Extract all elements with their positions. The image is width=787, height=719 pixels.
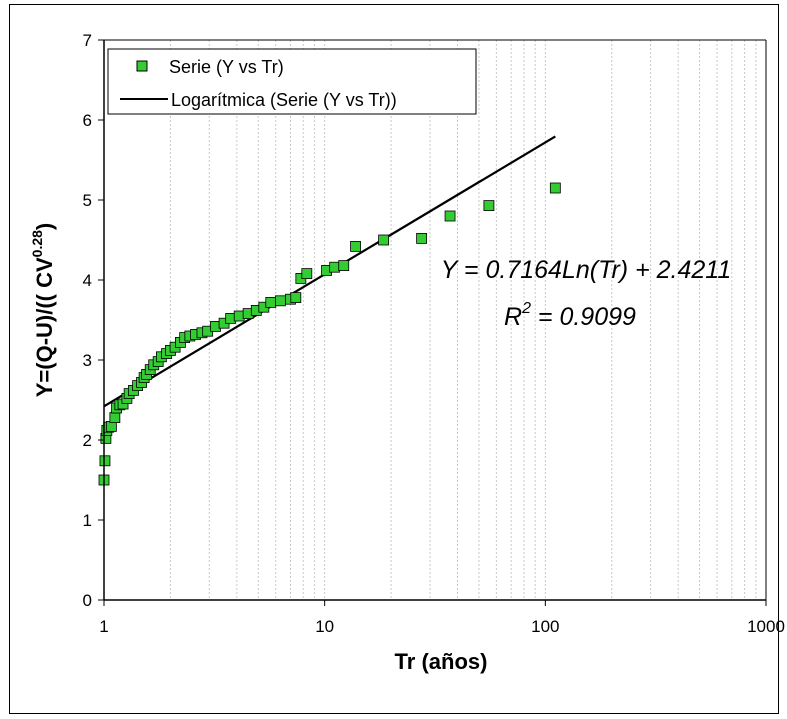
y-tick-label: 5 [83,191,92,210]
y-axis-title-end: ) [32,223,57,230]
x-tick-label: 100 [531,617,559,636]
scatter-point [291,293,301,303]
legend-marker-serie [137,61,147,71]
scatter-point [330,262,340,272]
x-tick-label: 1 [99,617,108,636]
y-axis-title-sup: 0.28 [29,230,45,257]
y-tick-label: 3 [83,351,92,370]
scatter-point [339,261,349,271]
y-tick-label: 0 [83,591,92,610]
r-squared-base: R [504,303,522,331]
y-axis-title-base: Y=(Q-U)/(( CV [32,257,57,397]
scatter-point [100,456,110,466]
r-squared-value: = 0.9099 [531,303,636,331]
legend: Serie (Y vs Tr) Logarítmica (Serie (Y vs… [108,49,476,114]
scatter-point [351,241,361,251]
scatter-point [484,201,494,211]
r-squared-label: R2 = 0.9099 [504,300,636,331]
grid-layer [170,40,755,600]
x-axis-title: Tr (años) [395,649,488,674]
scatter-point [302,269,312,279]
scatter-point [234,311,244,321]
svg-text:Y=(Q-U)/(( CV0.28): Y=(Q-U)/(( CV0.28) [29,223,57,398]
legend-label-trend: Logarítmica (Serie (Y vs Tr)) [171,90,397,110]
y-axis-title: Y=(Q-U)/(( CV0.28) [29,223,57,398]
scatter-point [550,183,560,193]
plot-frame [104,40,766,600]
scatter-point [266,297,276,307]
y-tick-label: 2 [83,431,92,450]
scatter-point [445,211,455,221]
r-squared-sup: 2 [521,300,531,317]
scatter-point [417,233,427,243]
y-tick-label: 1 [83,511,92,530]
scatter-point [379,235,389,245]
scatter-points-layer [99,183,560,485]
scatter-point [275,296,285,306]
legend-label-serie: Serie (Y vs Tr) [169,57,284,77]
scatter-point [110,413,120,423]
x-tick-label: 10 [315,617,334,636]
y-tick-label: 7 [83,31,92,50]
y-tick-label: 6 [83,111,92,130]
y-tick-label: 4 [83,271,92,290]
trend-equation: Y = 0.7164Ln(Tr) + 2.4211 [441,256,731,284]
x-tick-label: 1000 [747,617,785,636]
